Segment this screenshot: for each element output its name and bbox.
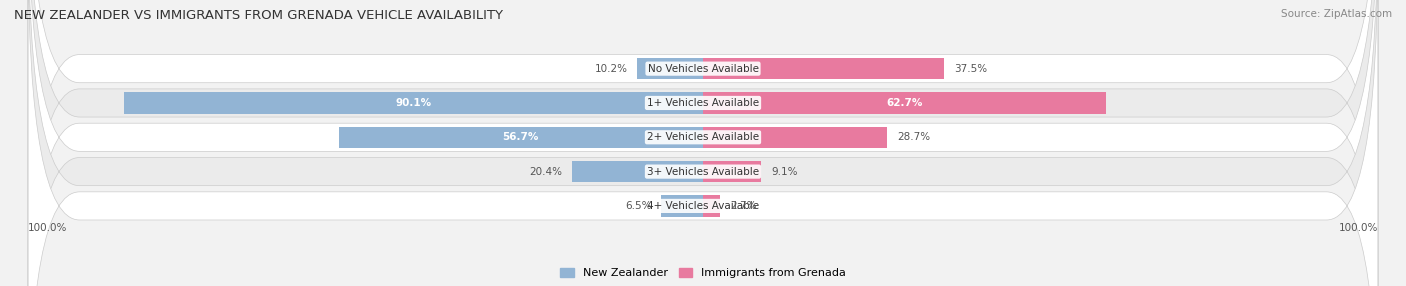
Text: 6.5%: 6.5% [626, 201, 651, 211]
FancyBboxPatch shape [28, 0, 1378, 286]
Bar [637, 58, 703, 79]
Bar [703, 195, 720, 217]
Bar [703, 161, 762, 182]
Text: 1+ Vehicles Available: 1+ Vehicles Available [647, 98, 759, 108]
Text: NEW ZEALANDER VS IMMIGRANTS FROM GRENADA VEHICLE AVAILABILITY: NEW ZEALANDER VS IMMIGRANTS FROM GRENADA… [14, 9, 503, 21]
Text: 4+ Vehicles Available: 4+ Vehicles Available [647, 201, 759, 211]
Bar [124, 92, 703, 114]
FancyBboxPatch shape [28, 0, 1378, 286]
Text: 28.7%: 28.7% [897, 132, 931, 142]
Text: No Vehicles Available: No Vehicles Available [648, 64, 758, 74]
FancyBboxPatch shape [28, 0, 1378, 286]
Bar [703, 58, 943, 79]
Bar [572, 161, 703, 182]
Text: 10.2%: 10.2% [595, 64, 628, 74]
Text: 20.4%: 20.4% [529, 167, 562, 176]
Text: 62.7%: 62.7% [886, 98, 922, 108]
FancyBboxPatch shape [28, 0, 1378, 286]
Text: 90.1%: 90.1% [395, 98, 432, 108]
Bar [339, 127, 703, 148]
Bar [703, 92, 1107, 114]
Text: 37.5%: 37.5% [953, 64, 987, 74]
Text: 9.1%: 9.1% [770, 167, 797, 176]
Bar [703, 127, 887, 148]
Text: Source: ZipAtlas.com: Source: ZipAtlas.com [1281, 9, 1392, 19]
Bar [661, 195, 703, 217]
Legend: New Zealander, Immigrants from Grenada: New Zealander, Immigrants from Grenada [555, 263, 851, 283]
FancyBboxPatch shape [28, 0, 1378, 286]
Text: 100.0%: 100.0% [28, 223, 67, 233]
Text: 2.7%: 2.7% [730, 201, 756, 211]
Text: 3+ Vehicles Available: 3+ Vehicles Available [647, 167, 759, 176]
Text: 2+ Vehicles Available: 2+ Vehicles Available [647, 132, 759, 142]
Text: 100.0%: 100.0% [1339, 223, 1378, 233]
Text: 56.7%: 56.7% [502, 132, 538, 142]
